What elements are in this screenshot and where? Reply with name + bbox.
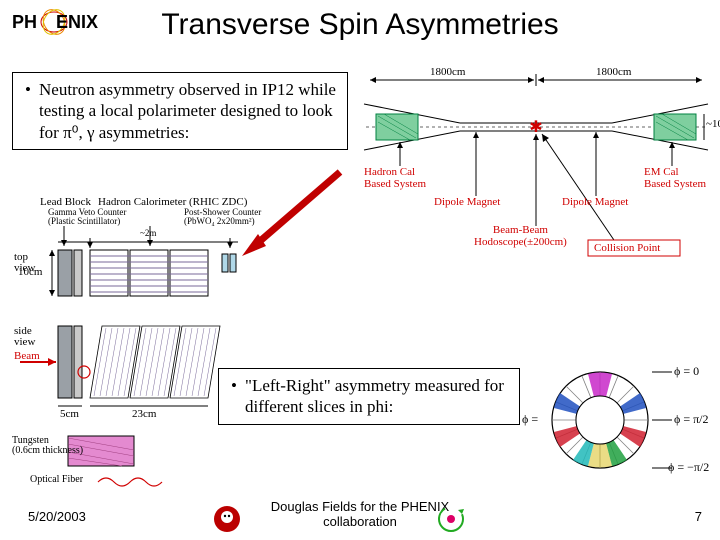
footer-center-l2: collaboration [323, 514, 397, 529]
phi-eq-label: ϕ = [522, 412, 538, 427]
em-cal-label: EM CalBased System [644, 166, 706, 190]
beamline-diagram: ✱ 1800cm 1800cm ~10cm Hadron CalBased Sy… [360, 68, 712, 268]
phi-neg-pi2-label: ϕ = −π/2 [668, 460, 709, 475]
side-view-label: sideview [14, 326, 35, 348]
hadron-cal-label: Hadron CalBased System [364, 166, 426, 190]
phi-circle-diagram: ϕ = 0 ϕ = π/2 ϕ = −π/2 ϕ = [536, 344, 712, 496]
w23-label: 23cm [132, 408, 156, 420]
approx-2m-label: ~2m [140, 228, 156, 238]
dipole-right-label: Dipole Magnet [562, 196, 628, 208]
bullet-1-text: Neutron asymmetry observed in IP12 while… [21, 79, 339, 143]
beam-label: Beam [14, 350, 40, 362]
zdc-diagram: Lead Block Hadron Calorimeter (RHIC ZDC)… [12, 196, 262, 496]
w5-label: 5cm [60, 408, 79, 420]
gamma-veto-label: Gamma Veto Counter(Plastic Scintillator) [48, 208, 126, 226]
bullet-box-2: "Left-Right" asymmetry measured for diff… [218, 368, 520, 425]
bullet-box-1: Neutron asymmetry observed in IP12 while… [12, 72, 348, 150]
footer-spin-icon [436, 504, 466, 534]
bb-hodo-label: Beam-BeamHodoscope(±200cm) [474, 224, 567, 248]
footer-phenix-icon [212, 504, 242, 534]
phi-pi2-label: ϕ = π/2 [674, 412, 708, 427]
page-title: Transverse Spin Asymmetries [0, 8, 720, 42]
tungsten-label: Tungsten(0.6cm thickness) [12, 436, 83, 456]
collision-label: Collision Point [594, 242, 660, 254]
svg-text:✱: ✱ [529, 119, 542, 136]
red-arrow [236, 164, 356, 264]
footer-center: Douglas Fields for the PHENIX collaborat… [0, 500, 720, 530]
footer-page: 7 [695, 509, 702, 524]
optical-fiber-label: Optical Fiber [30, 474, 83, 485]
phi-0-label: ϕ = 0 [674, 364, 699, 379]
footer-center-l1: Douglas Fields for the PHENIX [271, 499, 449, 514]
len-left-label: 1800cm [430, 66, 465, 78]
height-label: ~10cm [706, 118, 720, 130]
len-right-label: 1800cm [596, 66, 631, 78]
dipole-left-label: Dipole Magnet [434, 196, 500, 208]
bullet-2-text: "Left-Right" asymmetry measured for diff… [227, 375, 511, 418]
h10-label: 10cm [18, 266, 42, 278]
